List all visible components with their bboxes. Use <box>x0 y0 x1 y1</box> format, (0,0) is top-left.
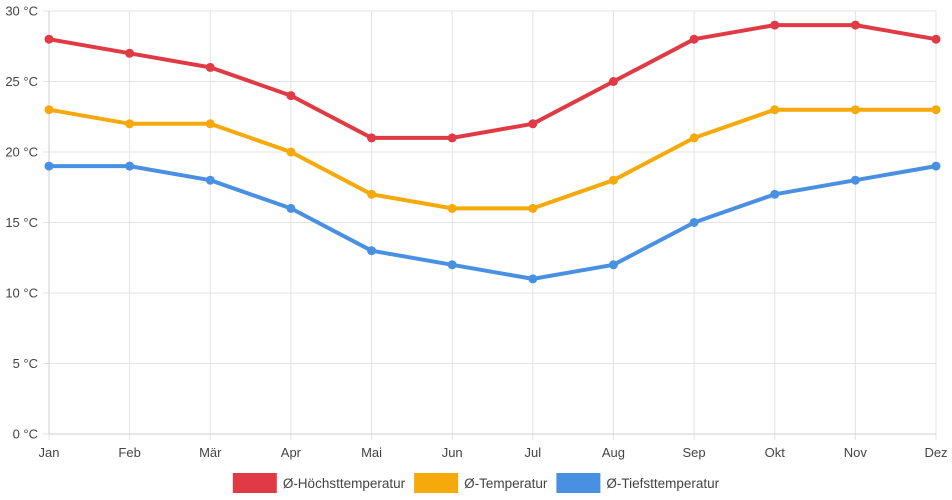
legend: Ø-Höchsttemperatur Ø-Temperatur Ø-Tiefstte… <box>232 473 720 493</box>
y-tick-label: 10 °C <box>5 286 38 301</box>
x-tick-label: Apr <box>281 445 302 460</box>
data-point[interactable] <box>205 119 215 129</box>
data-point[interactable] <box>528 203 538 213</box>
x-tick-label: Jan <box>39 445 60 460</box>
data-point[interactable] <box>931 34 941 44</box>
data-point[interactable] <box>367 246 377 256</box>
data-point[interactable] <box>770 20 780 30</box>
y-tick-label: 5 °C <box>13 356 38 371</box>
x-tick-label: Sep <box>683 445 706 460</box>
data-point[interactable] <box>689 218 699 227</box>
x-tick-label: Aug <box>602 445 625 460</box>
data-point[interactable] <box>528 119 538 129</box>
series-2 <box>44 105 941 213</box>
legend-swatch <box>414 473 459 493</box>
data-point[interactable] <box>125 119 135 129</box>
legend-item[interactable]: Ø-Temperatur <box>414 473 548 493</box>
data-point[interactable] <box>931 161 941 171</box>
data-point[interactable] <box>125 161 135 171</box>
series-line <box>47 107 938 211</box>
x-tick-label: Jun <box>442 445 463 460</box>
data-point[interactable] <box>447 203 457 213</box>
legend-label: Ø-Höchsttemperatur <box>283 476 406 491</box>
y-tick-label: 20 °C <box>5 145 38 160</box>
data-point[interactable] <box>205 175 215 185</box>
data-point[interactable] <box>689 34 699 44</box>
data-point[interactable] <box>931 105 941 115</box>
legend-swatch <box>232 473 277 493</box>
x-tick-label: Jul <box>525 445 542 460</box>
data-point[interactable] <box>850 20 860 30</box>
data-point[interactable] <box>125 48 135 58</box>
legend-item[interactable]: Ø-Höchsttemperatur <box>232 473 406 493</box>
x-tick-label: Mai <box>361 445 382 460</box>
data-point[interactable] <box>44 161 54 171</box>
legend-label: Ø-Tiefsttemperatur <box>606 476 719 491</box>
data-point[interactable] <box>770 189 780 199</box>
x-tick-label: Nov <box>844 445 868 460</box>
x-tick-label: Dez <box>924 445 947 460</box>
data-point[interactable] <box>850 105 860 115</box>
data-point[interactable] <box>689 133 699 143</box>
data-point[interactable] <box>850 175 860 185</box>
data-point[interactable] <box>286 147 296 157</box>
data-point[interactable] <box>286 203 296 213</box>
data-point[interactable] <box>44 105 54 115</box>
x-tick-label: Mär <box>199 445 222 460</box>
series-line <box>47 164 938 281</box>
data-point[interactable] <box>608 175 618 185</box>
data-point[interactable] <box>205 62 215 72</box>
data-point[interactable] <box>367 189 377 199</box>
series-3 <box>44 161 941 284</box>
x-tick-label: Okt <box>765 445 786 460</box>
legend-label: Ø-Temperatur <box>464 476 548 491</box>
series-lines <box>44 20 941 284</box>
axes: 0 °C 5 °C 10 °C 15 °C 20 °C 25 °C 30 °C Jan Feb M… <box>5 4 947 461</box>
legend-item[interactable]: Ø-Tiefsttemperatur <box>556 473 720 493</box>
data-point[interactable] <box>447 260 457 270</box>
y-tick-label: 0 °C <box>13 427 38 442</box>
y-tick-label: 15 °C <box>5 215 38 230</box>
data-point[interactable] <box>770 105 780 115</box>
x-tick-label: Feb <box>118 445 140 460</box>
data-point[interactable] <box>528 274 538 284</box>
data-point[interactable] <box>44 34 54 44</box>
grid <box>43 10 937 440</box>
data-point[interactable] <box>447 133 457 143</box>
data-point[interactable] <box>367 133 377 143</box>
series-1 <box>44 20 941 143</box>
legend-swatch <box>556 473 601 493</box>
y-tick-label: 30 °C <box>5 4 38 19</box>
data-point[interactable] <box>286 91 296 101</box>
data-point[interactable] <box>608 77 618 86</box>
y-tick-label: 25 °C <box>5 74 38 89</box>
series-line <box>47 23 938 140</box>
data-point[interactable] <box>608 260 618 270</box>
